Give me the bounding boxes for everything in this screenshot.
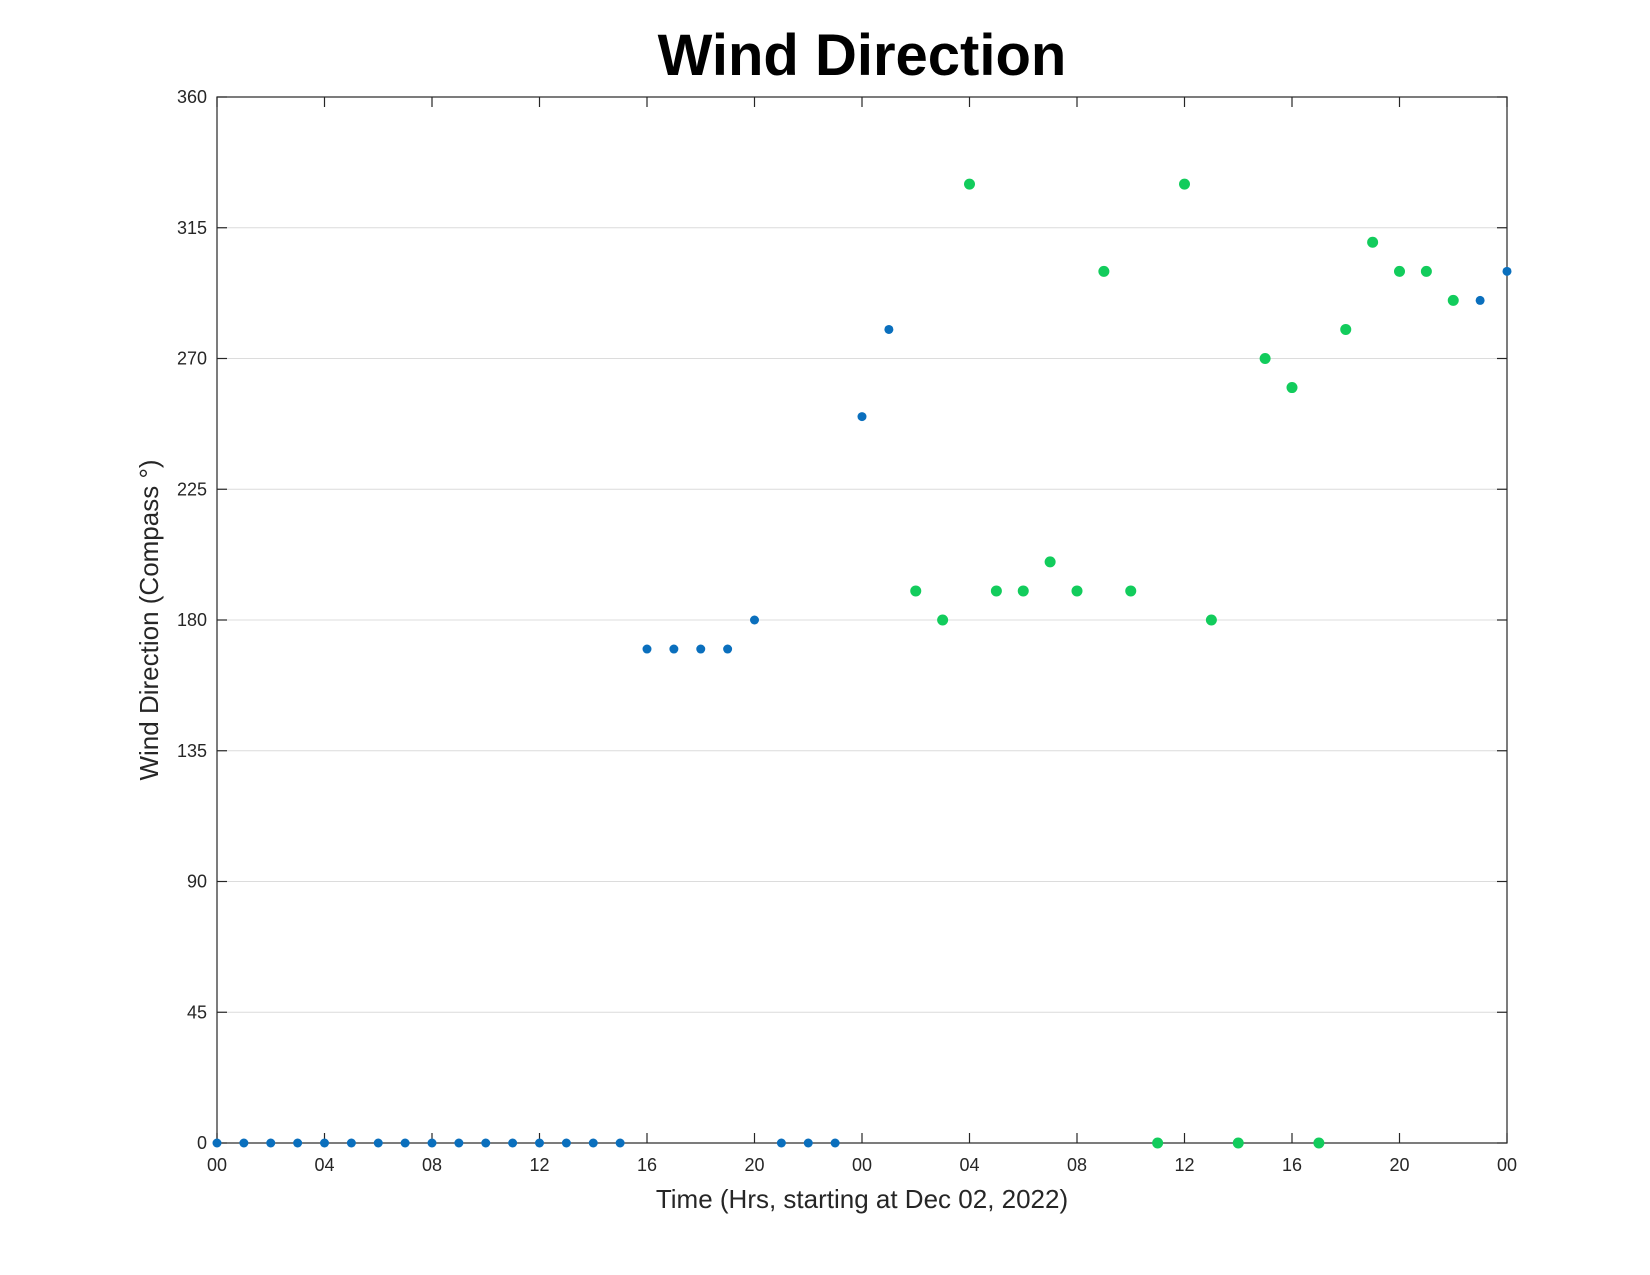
x-tick-label: 04 — [314, 1155, 334, 1175]
data-point — [1367, 236, 1379, 248]
data-point — [830, 1138, 840, 1148]
data-point — [776, 1138, 786, 1148]
data-point — [1394, 265, 1405, 277]
x-tick-label: 20 — [1389, 1155, 1409, 1175]
data-point — [588, 1138, 598, 1148]
y-tick-label: 180 — [177, 610, 207, 630]
x-tick-label: 20 — [744, 1155, 764, 1175]
data-point — [239, 1138, 249, 1148]
x-tick-label: 00 — [207, 1155, 227, 1175]
data-point — [669, 644, 679, 654]
y-tick-label: 0 — [197, 1133, 207, 1153]
x-tick-label: 12 — [1174, 1155, 1194, 1175]
data-point — [427, 1138, 437, 1148]
data-point — [910, 585, 922, 597]
x-tick-label: 00 — [1497, 1155, 1517, 1175]
data-point — [266, 1138, 276, 1148]
data-point — [1098, 265, 1110, 277]
data-point — [1232, 1137, 1244, 1149]
y-tick-label: 360 — [177, 87, 207, 107]
data-point — [1475, 295, 1485, 305]
x-axis-label: Time (Hrs, starting at Dec 02, 2022) — [656, 1184, 1068, 1214]
data-point — [1071, 585, 1083, 597]
data-point — [454, 1138, 464, 1148]
data-point — [750, 615, 759, 625]
data-point — [1205, 614, 1217, 626]
data-point — [373, 1138, 383, 1148]
data-point — [1286, 382, 1298, 394]
data-point — [1259, 353, 1271, 364]
data-point — [293, 1138, 303, 1148]
data-points — [212, 178, 1512, 1149]
y-tick-label: 135 — [177, 741, 207, 761]
x-tick-label: 08 — [422, 1155, 442, 1175]
data-point — [1152, 1137, 1164, 1149]
data-point — [481, 1138, 491, 1148]
data-point — [642, 644, 652, 654]
data-point — [1340, 323, 1352, 335]
data-point — [1420, 265, 1432, 277]
data-point — [937, 614, 949, 626]
data-point — [508, 1138, 518, 1148]
y-axis-label: Wind Direction (Compass °) — [134, 459, 164, 780]
x-tick-label: 12 — [529, 1155, 549, 1175]
data-point — [990, 585, 1002, 597]
x-tick-label: 00 — [852, 1155, 872, 1175]
x-tick-label: 08 — [1067, 1155, 1087, 1175]
data-point — [884, 324, 894, 334]
data-point — [857, 412, 867, 422]
data-point — [1017, 585, 1029, 597]
data-point — [400, 1138, 410, 1148]
data-point — [696, 644, 706, 654]
y-tick-label: 225 — [177, 479, 207, 499]
x-tick-labels: 00 04 08 12 16 20 00 04 08 12 16 20 00 — [207, 1155, 1517, 1175]
data-point — [212, 1138, 222, 1148]
y-tick-label: 315 — [177, 218, 207, 238]
data-point — [1179, 178, 1190, 190]
data-point — [561, 1138, 571, 1148]
x-tick-label: 16 — [637, 1155, 657, 1175]
data-point — [1447, 294, 1459, 306]
data-point — [320, 1138, 329, 1148]
data-point — [1125, 585, 1137, 597]
data-point — [535, 1138, 544, 1148]
axis-ticks — [216, 96, 1508, 1144]
data-point — [346, 1138, 356, 1148]
data-point — [1313, 1137, 1325, 1149]
y-tick-labels: 0 45 90 135 180 225 270 315 360 — [177, 87, 207, 1153]
y-tick-label: 90 — [187, 872, 207, 892]
y-gridlines — [217, 227, 1507, 1013]
chart-title: Wind Direction — [658, 23, 1067, 88]
y-tick-label: 45 — [187, 1002, 207, 1022]
data-point — [964, 178, 975, 190]
data-point — [1044, 556, 1056, 568]
data-point — [615, 1138, 625, 1148]
x-tick-label: 16 — [1282, 1155, 1302, 1175]
x-tick-label: 04 — [959, 1155, 979, 1175]
data-point — [1502, 266, 1512, 276]
y-tick-label: 270 — [177, 349, 207, 369]
data-point — [723, 644, 733, 654]
data-point — [803, 1138, 813, 1148]
